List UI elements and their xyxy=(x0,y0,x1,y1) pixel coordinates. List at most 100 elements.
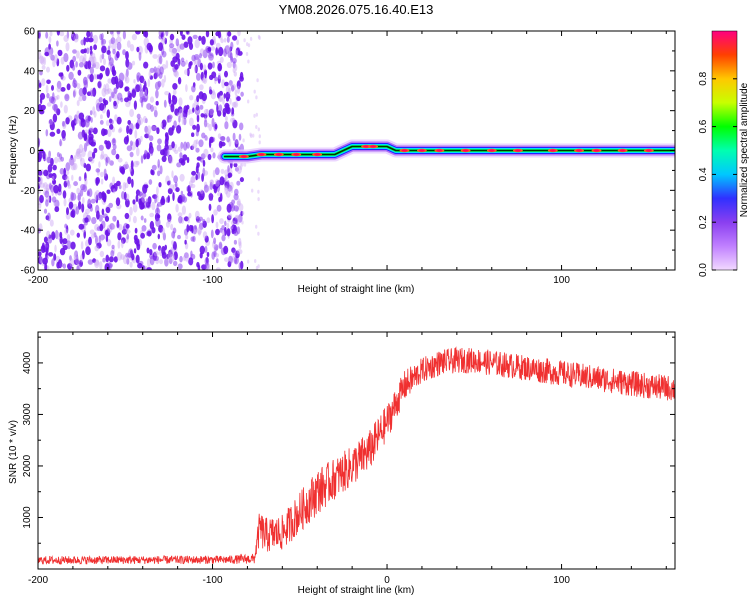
noise-speck xyxy=(221,225,225,231)
spectrogram-noise xyxy=(38,31,261,270)
noise-speck xyxy=(92,56,95,66)
noise-speck xyxy=(111,224,116,230)
noise-speck xyxy=(77,192,81,202)
noise-speck xyxy=(167,188,173,195)
noise-speck xyxy=(146,103,152,110)
noise-speck xyxy=(171,47,178,54)
noise-speck xyxy=(160,32,164,40)
noise-speck xyxy=(90,31,93,39)
noise-speck xyxy=(202,64,207,72)
noise-speck xyxy=(208,203,212,211)
noise-speck xyxy=(168,258,173,265)
noise-speck xyxy=(186,104,190,110)
noise-speck xyxy=(161,119,167,128)
noise-speck xyxy=(48,195,52,203)
noise-speck xyxy=(126,145,133,152)
noise-speck xyxy=(99,223,104,232)
spectrogram-ylabel: Frequency (Hz) xyxy=(8,116,19,185)
noise-speck xyxy=(98,161,101,168)
noise-speck xyxy=(213,237,217,245)
noise-speck xyxy=(134,227,138,234)
noise-speck xyxy=(58,262,64,268)
noise-speck xyxy=(86,137,89,147)
noise-speck xyxy=(66,64,70,72)
noise-speck xyxy=(217,31,222,39)
noise-speck xyxy=(138,117,144,125)
noise-speck xyxy=(142,115,147,124)
noise-speck xyxy=(157,80,162,88)
noise-speck xyxy=(184,252,190,262)
noise-speck xyxy=(60,156,64,162)
noise-speck xyxy=(76,232,81,238)
noise-speck xyxy=(238,241,242,250)
noise-speck xyxy=(65,162,71,172)
noise-speck xyxy=(45,247,49,256)
noise-speck xyxy=(256,78,259,83)
noise-speck xyxy=(111,244,115,250)
noise-speck xyxy=(105,157,108,167)
noise-speck xyxy=(154,195,157,204)
noise-speck xyxy=(175,38,179,47)
noise-speck xyxy=(99,261,103,270)
noise-speck xyxy=(38,256,43,265)
noise-speck xyxy=(154,72,159,79)
noise-speck xyxy=(90,234,96,239)
noise-speck xyxy=(161,78,165,88)
noise-speck xyxy=(44,51,50,57)
noise-speck xyxy=(54,156,59,164)
noise-speck xyxy=(192,124,197,130)
noise-speck xyxy=(225,44,231,55)
noise-speck xyxy=(233,205,239,212)
noise-speck xyxy=(238,213,243,223)
noise-speck xyxy=(80,254,83,263)
noise-speck xyxy=(169,184,174,190)
noise-speck xyxy=(95,177,100,185)
noise-speck xyxy=(183,141,188,151)
noise-speck xyxy=(151,201,156,211)
noise-speck xyxy=(122,31,126,40)
noise-speck xyxy=(44,262,48,270)
noise-speck xyxy=(93,73,96,80)
noise-speck xyxy=(63,34,69,43)
noise-speck xyxy=(224,81,229,87)
noise-speck xyxy=(140,215,144,221)
noise-speck xyxy=(199,189,204,194)
noise-speck xyxy=(122,49,126,56)
noise-speck xyxy=(196,226,202,235)
noise-speck xyxy=(215,47,219,56)
noise-speck xyxy=(157,233,160,240)
y-tick-label: 2000 xyxy=(22,454,33,477)
noise-speck xyxy=(62,238,68,245)
noise-speck xyxy=(78,201,82,210)
noise-speck xyxy=(73,155,77,163)
noise-speck xyxy=(149,249,153,256)
noise-speck xyxy=(95,168,101,173)
noise-speck xyxy=(107,128,112,137)
noise-speck xyxy=(140,203,145,210)
noise-speck xyxy=(87,198,92,208)
ridge-hotspot-core xyxy=(418,149,425,152)
noise-speck xyxy=(197,171,201,180)
noise-speck xyxy=(177,58,181,67)
noise-speck xyxy=(146,247,150,254)
noise-speck xyxy=(181,116,185,126)
noise-speck xyxy=(88,37,94,43)
noise-speck xyxy=(89,90,95,97)
noise-speck xyxy=(101,87,107,97)
noise-speck xyxy=(156,127,160,135)
noise-speck xyxy=(233,162,238,168)
noise-speck xyxy=(226,215,232,221)
noise-speck xyxy=(48,150,51,158)
noise-speck xyxy=(185,84,188,93)
noise-speck xyxy=(257,231,260,236)
noise-speck xyxy=(71,32,76,41)
noise-speck xyxy=(146,267,152,270)
noise-speck xyxy=(188,61,192,70)
noise-speck xyxy=(230,186,233,194)
noise-speck xyxy=(112,188,116,194)
noise-speck xyxy=(63,52,69,63)
noise-speck xyxy=(78,62,84,68)
noise-speck xyxy=(78,260,84,267)
noise-speck xyxy=(109,223,115,230)
noise-speck xyxy=(153,255,159,261)
